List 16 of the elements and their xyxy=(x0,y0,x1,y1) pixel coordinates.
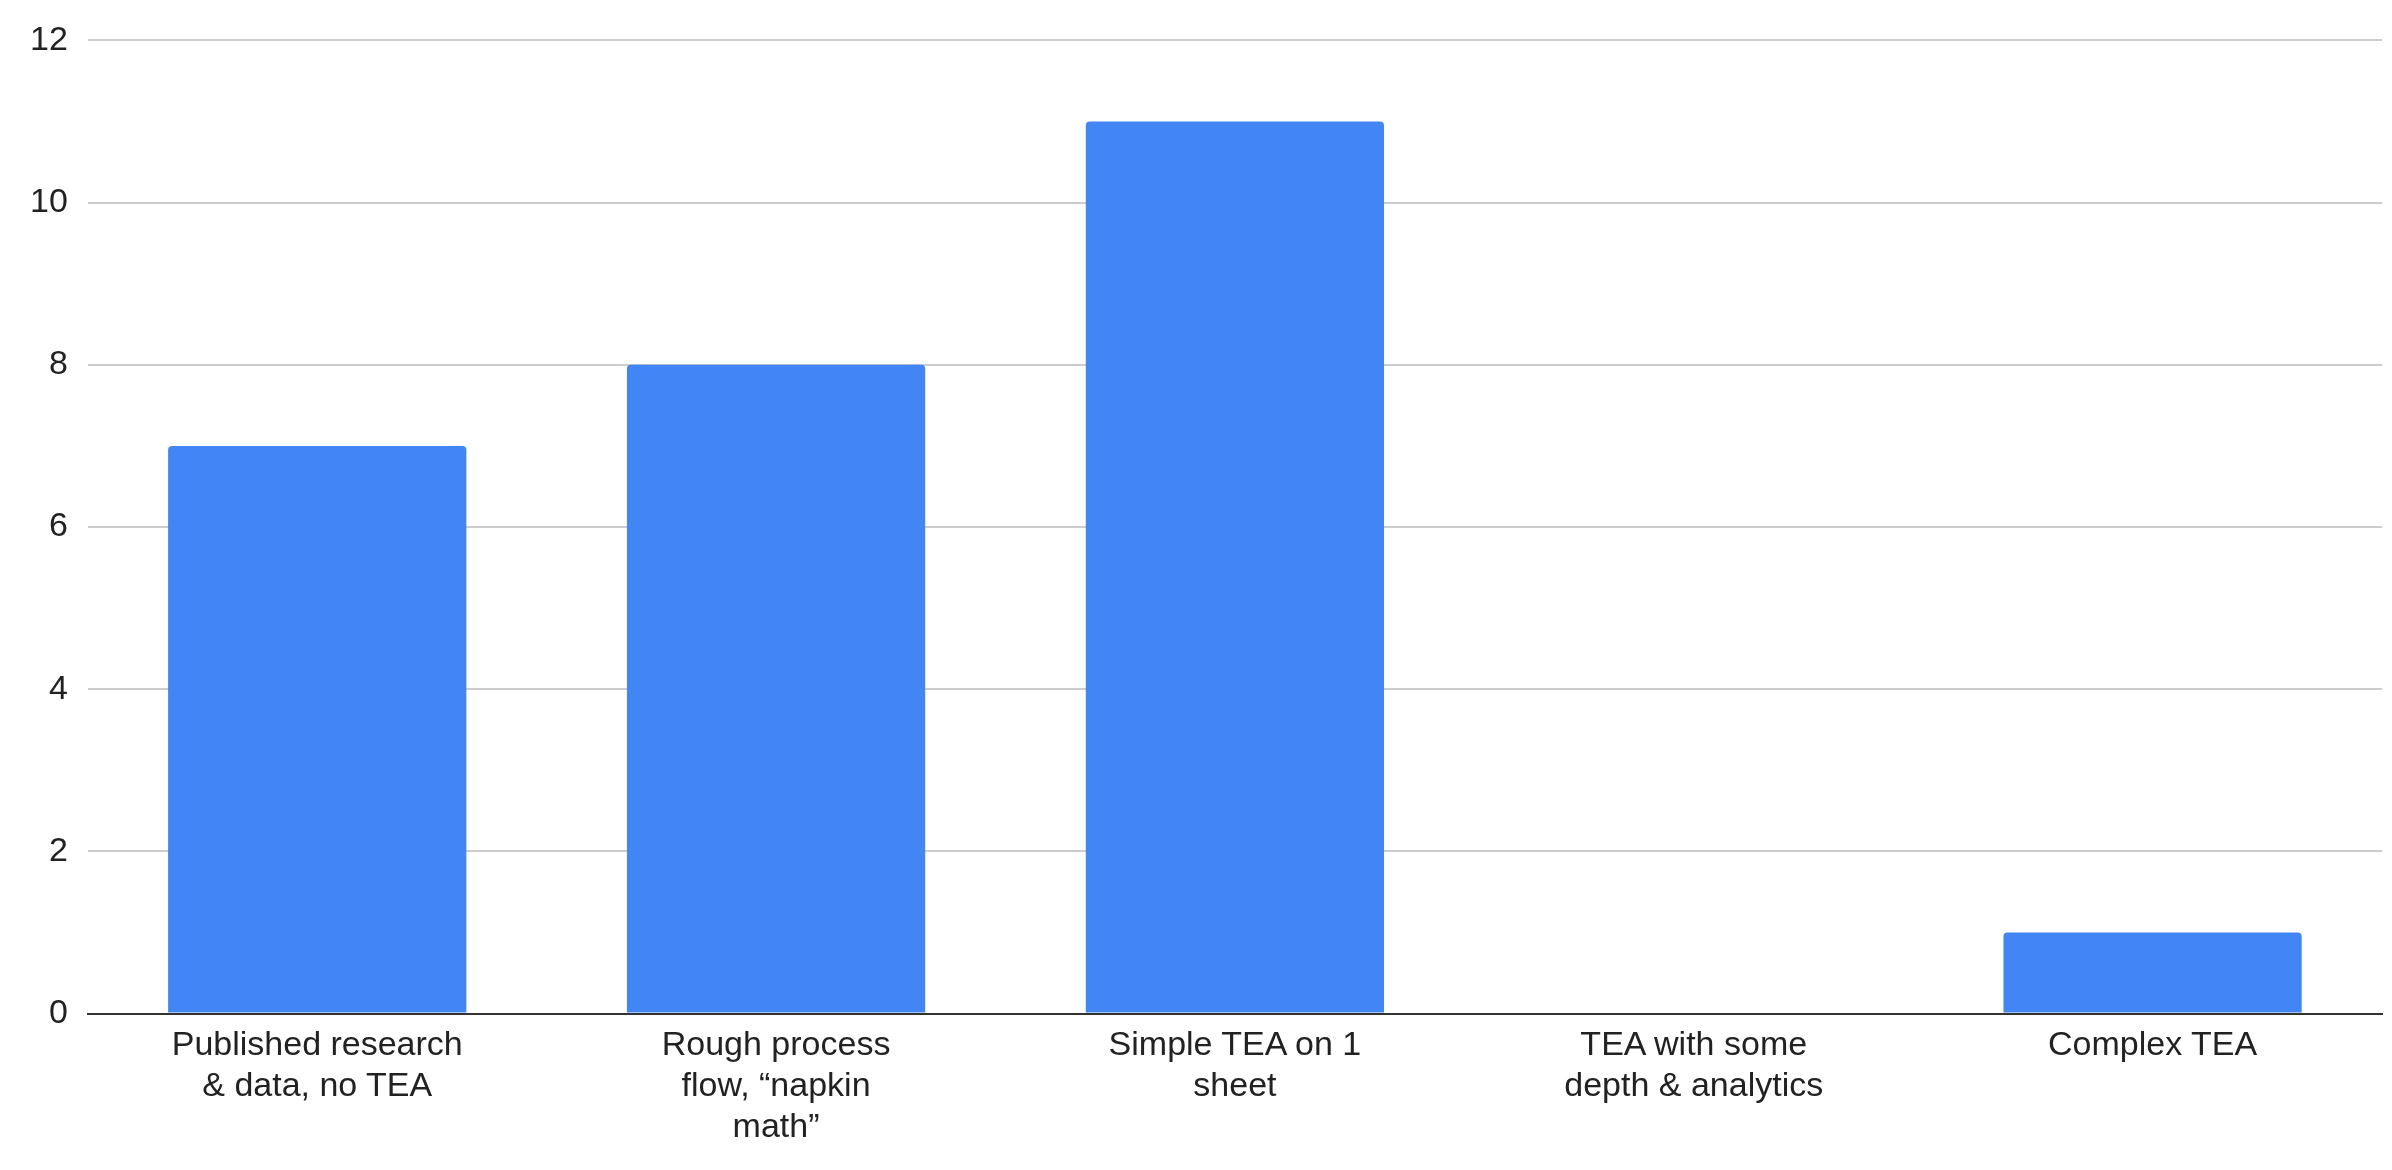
x-tick-label: Published research & data, no TEA xyxy=(171,1024,463,1104)
bar xyxy=(2003,932,2302,1013)
y-tick-label: 8 xyxy=(48,343,68,382)
y-tick-label: 6 xyxy=(48,505,68,544)
bar xyxy=(168,445,467,1013)
y-tick-label: 0 xyxy=(48,991,68,1030)
y-tick-label: 12 xyxy=(29,18,68,57)
x-tick-label: Complex TEA xyxy=(2048,1024,2258,1063)
y-tick-label: 10 xyxy=(29,180,68,219)
bar xyxy=(626,364,926,1013)
y-tick-label: 4 xyxy=(48,667,68,706)
x-tick-label: Simple TEA on 1 sheet xyxy=(1108,1024,1362,1104)
y-tick-label: 2 xyxy=(48,829,68,868)
x-tick-label: Rough process flow, “napkin math” xyxy=(661,1024,891,1144)
bar xyxy=(1085,121,1385,1013)
x-tick-label: TEA with some depth & analytics xyxy=(1564,1024,1824,1104)
